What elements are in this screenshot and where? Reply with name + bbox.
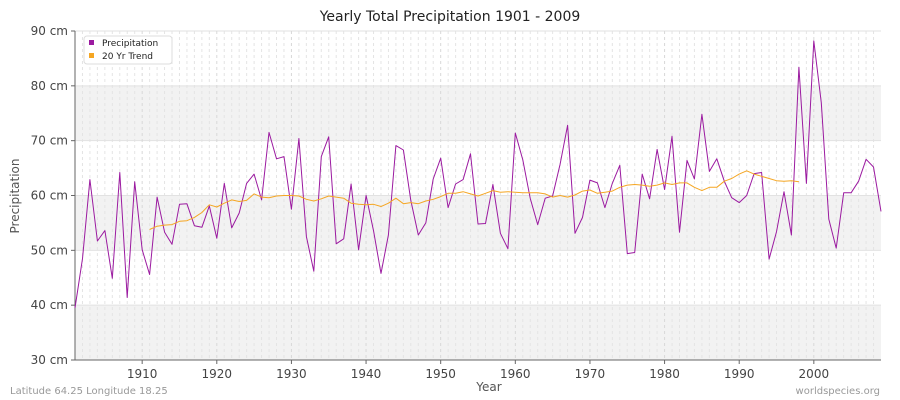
y-tick-label: 70 cm	[31, 134, 68, 148]
x-tick-label: 1960	[500, 367, 531, 381]
y-tick-label: 90 cm	[31, 24, 68, 38]
x-ticks: 1910 1920 1930 1940 1950 1960 1970 1980 1990 2000	[127, 360, 829, 381]
plot-band	[75, 85, 881, 141]
footer-coordinates: Latitude 64.25 Longitude 18.25	[10, 386, 168, 397]
x-tick-label: 1990	[724, 367, 755, 381]
x-axis-title: Year	[475, 380, 501, 394]
x-tick-label: 1910	[127, 367, 158, 381]
y-tick-label: 60 cm	[31, 189, 68, 203]
legend-swatch-trend	[89, 53, 94, 58]
x-tick-label: 1950	[425, 367, 456, 381]
x-tick-label: 1930	[276, 367, 307, 381]
legend-label-trend: 20 Yr Trend	[102, 52, 153, 62]
y-tick-label: 80 cm	[31, 79, 68, 93]
y-tick-label: 30 cm	[31, 353, 68, 367]
y-ticks: 30 cm 40 cm 50 cm 60 cm 70 cm 80 cm 90 cm	[31, 24, 75, 367]
legend-box	[83, 35, 173, 65]
x-tick-label: 1920	[202, 367, 233, 381]
x-tick-label: 2000	[799, 367, 830, 381]
legend: Precipitation 20 Yr Trend	[83, 35, 173, 65]
x-tick-label: 1940	[351, 367, 382, 381]
y-axis-title: Precipitation	[8, 158, 22, 233]
trend-line	[149, 170, 799, 230]
chart-title: Yearly Total Precipitation 1901 - 2009	[319, 9, 581, 25]
legend-swatch-precipitation	[89, 40, 94, 45]
x-tick-label: 1980	[649, 367, 680, 381]
precipitation-line	[74, 40, 882, 308]
series-layer	[74, 40, 882, 308]
y-tick-label: 50 cm	[31, 243, 68, 257]
legend-label-precipitation: Precipitation	[102, 39, 158, 49]
x-tick-label: 1970	[575, 367, 606, 381]
y-tick-label: 40 cm	[31, 298, 68, 312]
footer-source: worldspecies.org	[796, 386, 880, 397]
